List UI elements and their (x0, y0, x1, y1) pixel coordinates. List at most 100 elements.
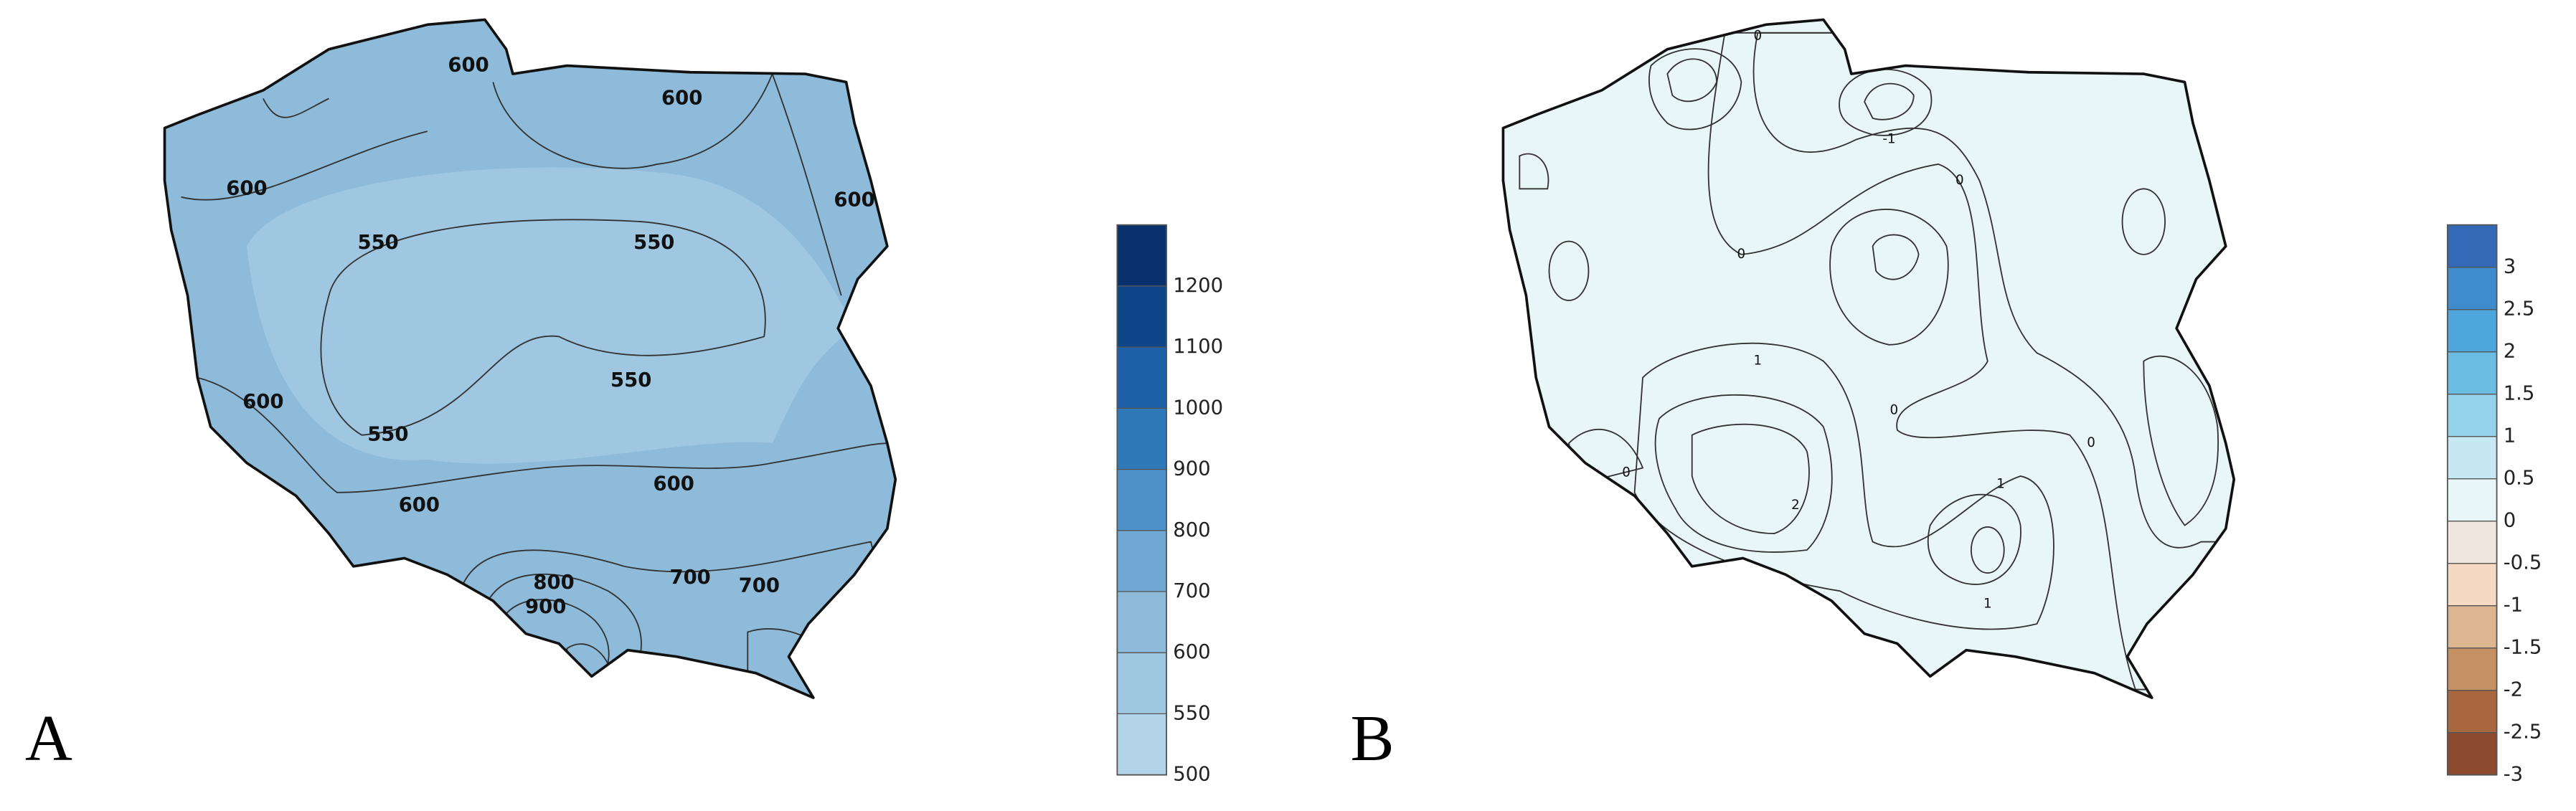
colorbar-cell (1116, 652, 1167, 714)
contour-label: 900 (525, 596, 566, 618)
tick-label: 800 (1173, 519, 1210, 541)
contour-label: 700 (739, 574, 780, 597)
region (1707, 32, 2235, 691)
contour-label: 600 (448, 54, 489, 77)
contour-label: 0 (2087, 435, 2095, 450)
colorbar-cell (1116, 285, 1167, 348)
colorbar-cell (2447, 436, 2498, 480)
region (1927, 493, 2021, 585)
tick-label: 3 (2504, 256, 2516, 278)
colorbar-cell (2447, 563, 2498, 607)
colorbar-cell (2447, 478, 2498, 522)
region (1568, 428, 1644, 485)
colorbar: -3 -2.5 -2 -1.5 -1 -0.5 0 0.5 1 1.5 2 2.5 3 (2446, 224, 2542, 786)
tick-label: 550 (1173, 702, 1210, 724)
tick-label: 700 (1173, 580, 1210, 602)
map-a (164, 19, 896, 698)
colorbar-cell (2447, 690, 2498, 734)
region (1633, 342, 2054, 630)
contour-label: 0 (1622, 465, 1631, 480)
region (1872, 234, 1920, 280)
tick-label: 0.5 (2504, 468, 2535, 490)
tick-label: 2 (2504, 341, 2516, 363)
tick-label: -2.5 (2504, 721, 2542, 744)
region (1666, 58, 1717, 103)
tick-label: 500 (1173, 764, 1210, 786)
panel-label: A (25, 701, 72, 774)
region (410, 541, 896, 698)
region (1971, 526, 2005, 574)
contour-label: 550 (367, 424, 408, 446)
region (1654, 394, 1833, 553)
contour-label: 600 (654, 473, 694, 495)
tick-label: 2.5 (2504, 298, 2535, 321)
colorbar-cell (2447, 394, 2498, 437)
contour-label: 800 (533, 572, 574, 594)
colorbar-cell (2447, 267, 2498, 310)
colorbar-cell (2447, 732, 2498, 776)
tick-label: 600 (1173, 641, 1210, 663)
colorbar-cell (2447, 309, 2498, 353)
colorbar-cell (1116, 713, 1167, 776)
colorbar-frame (1116, 224, 1167, 776)
colorbar-cell (2447, 648, 2498, 691)
region (320, 219, 766, 436)
tick-label: 1.5 (2504, 383, 2535, 405)
contour-label: 550 (610, 369, 651, 392)
contour-label: 550 (357, 232, 398, 254)
contour-label: 600 (399, 494, 440, 516)
region (1829, 208, 1949, 346)
colorbar-cell (2447, 224, 2498, 268)
colorbar-cell (2447, 351, 2498, 395)
tick-label: -0.5 (2504, 552, 2542, 574)
contour-label: 0 (1737, 247, 1746, 262)
contour-label: 2 (1791, 498, 1800, 513)
contour-label: 0 (1955, 173, 1964, 188)
colorbar-cell (1116, 224, 1167, 287)
region (1752, 32, 2235, 549)
tick-label: 900 (1173, 458, 1210, 480)
colorbar-cell (1116, 591, 1167, 653)
contour-label: 1 (1983, 597, 1992, 612)
region (1548, 240, 1590, 301)
contour-label: 1 (1996, 476, 2005, 491)
contour-label: 600 (242, 391, 283, 413)
panel-label: B (1350, 701, 1394, 774)
contour-label: 700 (669, 566, 710, 589)
tick-label: -2 (2504, 679, 2523, 701)
tick-label: -3 (2504, 764, 2523, 786)
colorbar-cell (2447, 605, 2498, 649)
contour-label: -1 (1882, 132, 1895, 147)
contour-label: 550 (633, 232, 674, 254)
contour-label: 600 (226, 177, 267, 199)
colorbar-cell (2447, 521, 2498, 564)
tick-label: -1.5 (2504, 637, 2542, 659)
colorbar-cell (1116, 346, 1167, 409)
colorbar: 500 550 600 700 800 900 1000 1100 1200 (1116, 224, 1223, 786)
tick-label: 1000 (1173, 397, 1223, 419)
region (246, 167, 855, 464)
region (1648, 48, 1742, 131)
contour-label: 1 (1753, 354, 1762, 369)
region (1864, 82, 1915, 120)
colorbar-frame (2446, 224, 2498, 776)
tick-label: -1 (2504, 594, 2523, 617)
region (1691, 423, 1810, 534)
map-b (1503, 19, 2235, 698)
tick-label: 1100 (1173, 336, 1223, 358)
contour-label: 0 (1889, 402, 1898, 417)
region (1519, 153, 1549, 190)
contour-label: 600 (834, 189, 874, 211)
colorbar-cell (1116, 407, 1167, 470)
region (2121, 188, 2166, 255)
tick-label: 0 (2504, 510, 2516, 532)
contour-label: 0 (1753, 28, 1762, 43)
colorbar-cell (1116, 530, 1167, 592)
contour-label: 600 (661, 87, 702, 109)
tick-label: 1 (2504, 425, 2516, 447)
colorbar-cell (1116, 468, 1167, 531)
tick-label: 1200 (1173, 275, 1223, 297)
region (2143, 355, 2219, 526)
